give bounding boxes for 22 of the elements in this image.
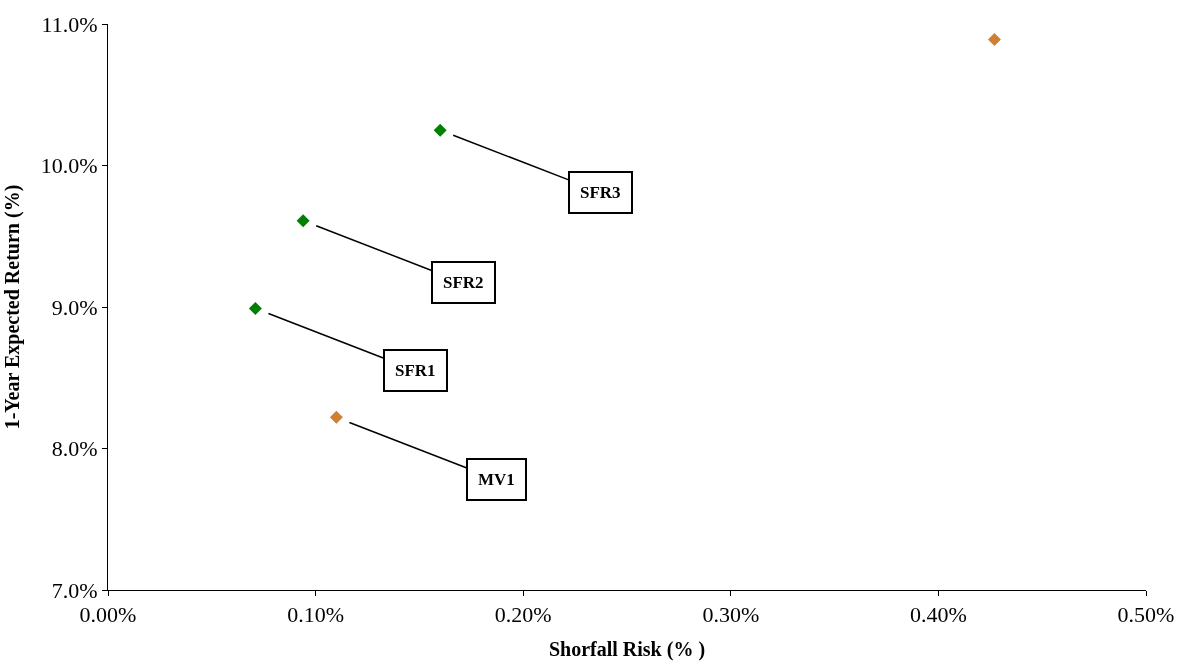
- point: [296, 214, 310, 228]
- y-tick-label: 8.0%: [51, 436, 98, 462]
- point: [433, 123, 447, 137]
- x-tick-label: 0.10%: [287, 602, 345, 628]
- y-tick-label: 10.0%: [40, 153, 98, 179]
- y-tick-label: 9.0%: [51, 294, 98, 320]
- annotation: SFR1: [395, 361, 436, 380]
- annotation: SFR3: [580, 183, 621, 202]
- point: [329, 410, 343, 424]
- x-axis-title: Shorfall Risk (% ): [548, 637, 706, 661]
- annotation: MV1: [478, 470, 515, 489]
- annotation: SFR2: [443, 273, 484, 292]
- x-tick-label: 0.30%: [702, 602, 760, 628]
- point: [248, 301, 262, 315]
- y-axis-title: 1-Year Expected Return (%): [1, 184, 25, 430]
- x-tick-label: 0.40%: [909, 602, 967, 628]
- y-tick-label: 7.0%: [51, 577, 98, 603]
- x-tick-label: 0.00%: [79, 602, 137, 628]
- point: [987, 33, 1001, 47]
- x-tick-label: 0.20%: [494, 602, 552, 628]
- y-tick-label: 11.0%: [41, 11, 98, 37]
- x-tick-label: 0.50%: [1117, 602, 1175, 628]
